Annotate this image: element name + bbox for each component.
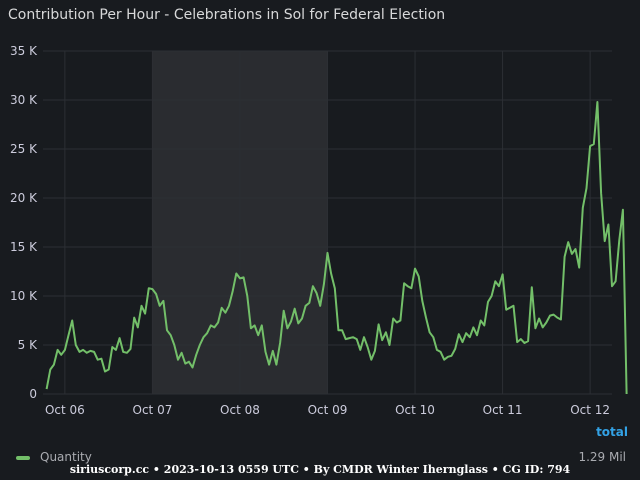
y-tick-label: 0 — [29, 387, 37, 401]
y-tick-label: 5 K — [18, 338, 38, 352]
panel-title: Contribution Per Hour - Celebrations in … — [8, 7, 446, 23]
footer-credit: siriuscorp.cc • 2023-10-13 0559 UTC • By… — [69, 463, 571, 476]
x-tick-label: Oct 06 — [45, 403, 85, 417]
legend-swatch — [16, 456, 30, 460]
legend-item-quantity[interactable]: Quantity 1.29 Mil — [16, 450, 626, 464]
x-tick-label: Oct 10 — [395, 403, 435, 417]
series-layer — [45, 101, 628, 395]
x-tick-label: Oct 07 — [133, 403, 173, 417]
y-tick-label: 10 K — [10, 289, 38, 303]
y-tick-label: 25 K — [10, 142, 38, 156]
y-axis-ticks: 0 5 K 10 K 15 K 20 K 25 K 30 K 35 K — [10, 44, 38, 401]
legend-total-value: 1.29 Mil — [578, 450, 626, 464]
x-tick-label: Oct 11 — [483, 403, 523, 417]
y-tick-label: 35 K — [10, 44, 38, 58]
line-chart: 05 K10 K15 K20 K25 K30 K35 K Oct 06 Oct 0… — [10, 44, 628, 417]
y-tick-label: 20 K — [10, 191, 38, 205]
x-axis-ticks: Oct 06 Oct 07 Oct 08 Oct 09 Oct 10 Oct 11 Oct … — [45, 403, 610, 417]
legend-label: Quantity — [40, 450, 92, 464]
series-line-quantity — [45, 101, 628, 395]
total-column-header[interactable]: total — [596, 425, 628, 439]
y-tick-label: 15 K — [10, 240, 38, 254]
y-tick-label: 30 K — [10, 93, 38, 107]
x-tick-label: Oct 09 — [308, 403, 348, 417]
x-tick-label: Oct 12 — [570, 403, 610, 417]
chart-grid-layer — [43, 50, 612, 395]
x-tick-label: Oct 08 — [220, 403, 260, 417]
